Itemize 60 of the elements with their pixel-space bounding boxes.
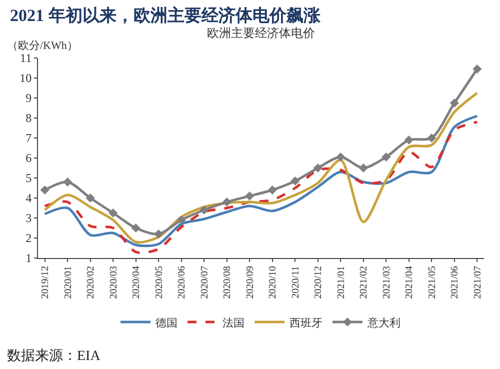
point — [290, 176, 300, 186]
y-tick-label: 6 — [26, 151, 32, 166]
y-axis-title: （欧分/KWh） — [7, 40, 78, 52]
x-tick-label: 2020/08 — [222, 266, 234, 299]
point — [63, 177, 72, 187]
x-tick-label: 2020/07 — [199, 266, 210, 299]
x-tick-label: 2020/05 — [154, 266, 165, 299]
point — [154, 229, 164, 239]
x-tick-label: 2020/02 — [86, 266, 97, 299]
line-series — [44, 92, 478, 244]
point — [313, 163, 322, 173]
point — [404, 135, 414, 145]
source-note: 数据来源：EIA — [7, 348, 102, 364]
x-tick-label: 2020/06 — [176, 266, 188, 299]
y-tick-label: 1 — [26, 251, 32, 266]
x-tick-label: 2020/10 — [268, 266, 279, 299]
y-tick-label: 4 — [26, 191, 32, 206]
point — [200, 205, 209, 215]
point — [245, 191, 254, 201]
x-tick-label: 2020/03 — [108, 266, 120, 299]
point — [472, 64, 482, 74]
x-tick-label: 2020/12 — [313, 266, 324, 299]
y-tick-label: 2 — [26, 231, 32, 246]
point — [358, 163, 368, 173]
y-tick-label: 5 — [26, 171, 32, 186]
x-tick-label: 2021/06 — [450, 266, 461, 299]
point — [108, 208, 118, 218]
x-tick-label: 2020/09 — [244, 266, 256, 299]
y-tick-label: 8 — [26, 111, 32, 126]
point — [86, 193, 95, 203]
y-tick-label: 7 — [26, 131, 32, 146]
x-tick-label: 2019/12 — [40, 266, 52, 299]
legend-label: 法国 — [222, 316, 244, 330]
legend-label: 德国 — [156, 317, 178, 330]
y-tick-label: 10 — [20, 71, 32, 86]
y-tick-label: 3 — [26, 211, 32, 226]
legend-label: 西班牙 — [290, 316, 322, 330]
chart-subtitle: 欧洲主要经济体电价 — [207, 26, 315, 40]
x-tick-label: 2021/01 — [336, 266, 347, 299]
point — [427, 133, 436, 143]
point — [382, 152, 391, 162]
point — [222, 197, 232, 207]
x-tick-label: 2021/03 — [381, 266, 392, 299]
point — [40, 185, 50, 195]
x-tick-label: 2020/01 — [62, 266, 74, 299]
point — [176, 215, 186, 225]
x-tick-label: 2021/02 — [358, 266, 370, 299]
point — [336, 152, 346, 162]
y-tick-label: 9 — [26, 91, 32, 106]
x-tick-label: 2020/11 — [290, 266, 302, 298]
point — [450, 98, 459, 108]
point — [131, 223, 140, 233]
x-tick-label: 2021/05 — [426, 266, 438, 299]
x-tick-label: 2020/04 — [131, 266, 142, 299]
y-tick-label: 11 — [20, 51, 32, 66]
x-tick-label: 2021/07 — [472, 266, 484, 299]
point — [268, 185, 277, 195]
x-tick-label: 2021/04 — [404, 266, 416, 299]
legend-label: 意大利 — [366, 316, 400, 330]
chart-title: 2021 年初以来，欧洲主要经济体电价飙涨 — [10, 6, 322, 26]
